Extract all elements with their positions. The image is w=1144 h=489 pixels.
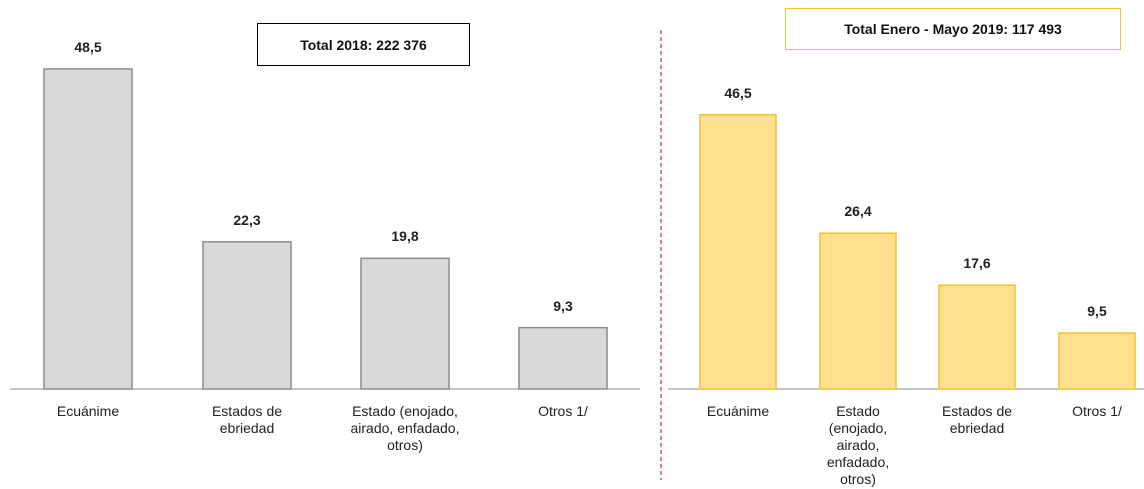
x-tick-label: Estados de ebriedad xyxy=(941,403,1013,436)
bar xyxy=(518,326,608,390)
bar xyxy=(360,257,450,390)
x-tick-label: Ecuánime xyxy=(706,403,770,419)
x-tick-label: Ecuánime xyxy=(56,403,120,419)
bar xyxy=(938,284,1016,390)
value-label: 17,6 xyxy=(963,255,991,272)
value-label: 9,3 xyxy=(553,297,573,314)
value-label: 48,5 xyxy=(74,38,102,55)
x-tick-label: Otros 1/ xyxy=(1072,403,1122,419)
value-label: 26,4 xyxy=(844,203,872,220)
x-tick-label: Estado (enojado, airado, enfadado, otros… xyxy=(350,403,460,453)
bar xyxy=(202,241,292,390)
x-tick-label: Estados de ebriedad xyxy=(211,403,283,436)
annotation-box: Total 2018: 222 376 xyxy=(257,23,470,66)
bar xyxy=(819,232,897,390)
value-label: 46,5 xyxy=(724,84,752,101)
value-label: 19,8 xyxy=(391,228,419,245)
bar xyxy=(1058,332,1136,390)
bar xyxy=(43,68,133,390)
value-label: 22,3 xyxy=(233,211,261,228)
x-tick-label: Otros 1/ xyxy=(538,403,588,419)
value-label: 9,5 xyxy=(1087,302,1107,319)
annotation-box: Total Enero - Mayo 2019: 117 493 xyxy=(785,8,1121,50)
bar xyxy=(699,113,777,390)
x-tick-label: Estado (enojado, airado, enfadado, otros… xyxy=(826,403,890,487)
